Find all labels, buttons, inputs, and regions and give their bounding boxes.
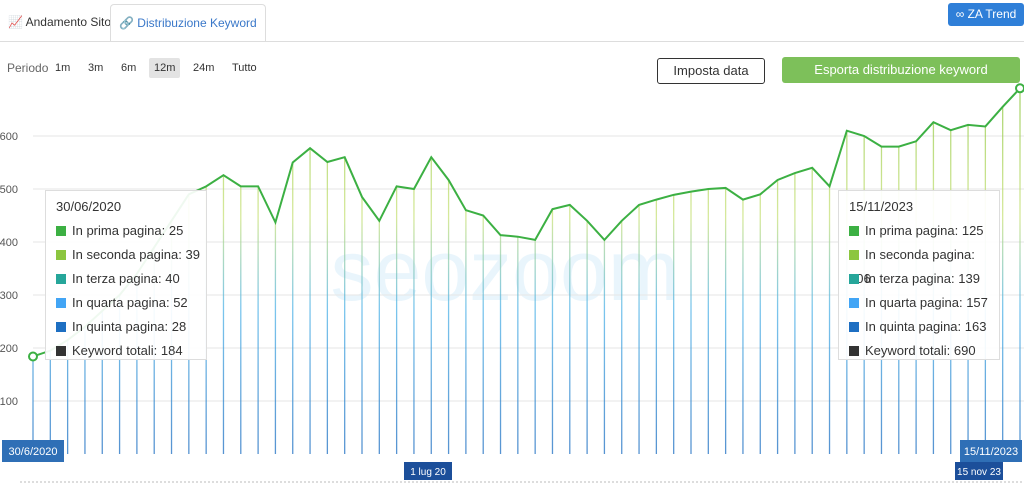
- period-label: Periodo: [7, 61, 49, 75]
- tooltip-swatch: [849, 226, 859, 236]
- tooltip-row: Keyword totali: 184: [46, 339, 206, 363]
- period-button[interactable]: 6m: [121, 62, 137, 74]
- tooltip: 30/06/2020 In prima pagina: 25 In seconda …: [45, 190, 207, 360]
- y-tick-label: 400: [0, 237, 18, 249]
- tab-divider: [0, 41, 1024, 42]
- tooltip-swatch: [849, 322, 859, 332]
- tooltip-text: In quarta pagina: 157: [865, 295, 988, 310]
- tooltip-row: In prima pagina: 25: [46, 219, 206, 243]
- tooltip-text: In seconda pagina: 39: [72, 247, 200, 262]
- tooltip-row: In terza pagina: 40: [46, 267, 206, 291]
- tooltip-text: Keyword totali: 690: [865, 343, 976, 358]
- tooltip-row: In quinta pagina: 28: [46, 315, 206, 339]
- period-button[interactable]: 12m: [149, 58, 181, 78]
- tooltip-swatch: [849, 346, 859, 356]
- x-tick-label: 15/11/2023: [964, 446, 1018, 458]
- tooltip-swatch: [56, 274, 66, 284]
- tooltip-row: In quarta pagina: 52: [46, 291, 206, 315]
- navigator-label-box: [404, 462, 452, 480]
- x-label-box: [960, 440, 1022, 462]
- tooltip-swatch: [56, 322, 66, 332]
- period-button[interactable]: 24m: [193, 62, 215, 74]
- tooltip-text: In terza pagina: 139: [865, 271, 980, 286]
- navigator-label: 1 lug 20: [410, 467, 446, 478]
- x-tick-label: 30/6/2020: [9, 446, 58, 458]
- tooltip-swatch: [56, 346, 66, 356]
- tooltip-text: Keyword totali: 184: [72, 343, 183, 358]
- end-marker: [1015, 83, 1024, 94]
- tab-label[interactable]: Distribuzione Keyword: [137, 16, 257, 30]
- y-tick-label: 200: [0, 343, 18, 355]
- navigator-label-box: [955, 462, 1003, 480]
- tab-label[interactable]: Andamento Sito: [25, 15, 112, 29]
- y-tick-label: 500: [0, 184, 18, 196]
- tooltip-text: In quarta pagina: 52: [72, 295, 188, 310]
- tab[interactable]: 📈 Andamento Sito: [0, 4, 120, 40]
- tooltip-swatch: [849, 274, 859, 284]
- tooltip-text: In quinta pagina: 163: [865, 319, 987, 334]
- tooltip-row: In seconda pagina: 106: [839, 243, 999, 286]
- end-marker: [28, 351, 38, 362]
- tooltip-row: In prima pagina: 125: [839, 219, 999, 243]
- watermark: seozoom: [331, 223, 680, 319]
- tooltip-text: In prima pagina: 25: [72, 223, 184, 238]
- tooltip-text: In terza pagina: 40: [72, 271, 180, 286]
- tooltip-swatch: [56, 250, 66, 260]
- period-button[interactable]: Tutto: [232, 62, 257, 74]
- tooltip-text: In prima pagina: 125: [865, 223, 984, 238]
- tooltip-swatch: [56, 298, 66, 308]
- period-button[interactable]: 1m: [55, 62, 71, 74]
- tooltip-row: In quinta pagina: 163: [839, 315, 999, 339]
- tooltip-date: 30/06/2020: [56, 199, 122, 214]
- tooltip-row: Keyword totali: 690: [839, 339, 999, 363]
- tooltip: 15/11/2023 In prima pagina: 125 In seconda…: [838, 190, 1000, 360]
- tab-active[interactable]: 🔗 Distribuzione Keyword: [110, 4, 266, 41]
- y-tick-label: 100: [0, 396, 18, 408]
- tooltip-row: In quarta pagina: 157: [839, 291, 999, 315]
- set-date-button[interactable]: Imposta data: [657, 58, 765, 84]
- trend-label[interactable]: ZA Trend: [967, 7, 1017, 21]
- export-button[interactable]: Esporta distribuzione keyword: [782, 57, 1020, 83]
- period-button[interactable]: 3m: [88, 62, 104, 74]
- y-tick-label: 300: [0, 290, 18, 302]
- y-tick-label: 600: [0, 131, 18, 143]
- tooltip-date: 15/11/2023: [849, 199, 914, 214]
- tooltip-text: In quinta pagina: 28: [72, 319, 187, 334]
- tooltip-swatch: [849, 250, 859, 260]
- tooltip-swatch: [849, 298, 859, 308]
- trend-button[interactable]: ∞ ZA Trend: [948, 3, 1024, 26]
- tooltip-row: In terza pagina: 139: [839, 267, 999, 291]
- x-label-box: [2, 440, 64, 462]
- tooltip-row: In seconda pagina: 39: [46, 243, 206, 267]
- tooltip-swatch: [56, 226, 66, 236]
- navigator-label: 15 nov 23: [957, 467, 1001, 478]
